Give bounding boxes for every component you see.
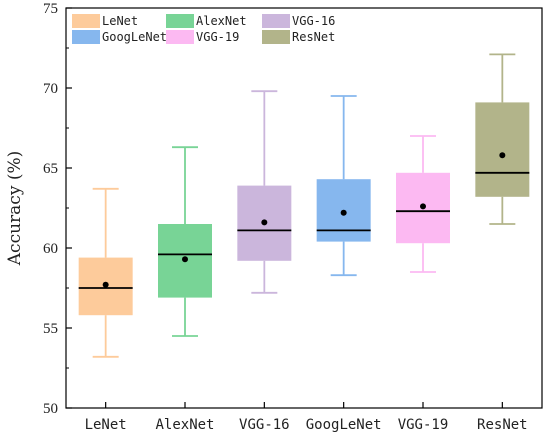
mean-marker <box>499 152 506 159</box>
legend-swatch <box>262 14 290 28</box>
legend-swatch <box>166 14 194 28</box>
box-vgg-19 <box>396 135 450 273</box>
legend-entry-alexnet: AlexNet <box>166 14 247 28</box>
y-tick-label: 70 <box>43 81 58 97</box>
mean-marker <box>261 219 268 226</box>
box-vgg-16 <box>237 90 292 294</box>
x-tick-label: GoogLeNet <box>306 417 382 433</box>
legend-swatch <box>166 30 194 44</box>
legend-label: VGG-16 <box>292 14 335 28</box>
x-tick-label: AlexNet <box>155 417 214 433</box>
axes: 50 55 60 65 70 75 LeNet AlexNet VGG-16 GoogLeNet V… <box>43 1 528 433</box>
box-lenet <box>78 187 133 358</box>
iqr-box <box>475 102 530 197</box>
mean-marker <box>102 281 109 288</box>
legend-label: LeNet <box>102 14 138 28</box>
legend-label: GoogLeNet <box>102 30 167 44</box>
mean-marker <box>420 203 426 210</box>
plot-area <box>78 53 530 358</box>
box-alexnet <box>158 146 212 337</box>
legend-swatch <box>72 14 100 28</box>
x-tick-label: LeNet <box>85 417 127 433</box>
y-axis-label: Accuracy (%) <box>5 151 25 266</box>
y-tick-label: 55 <box>43 321 58 337</box>
y-tick-label: 60 <box>43 241 58 257</box>
legend-swatch <box>262 30 290 44</box>
x-tick-label: VGG-16 <box>239 417 290 433</box>
x-tick-label: VGG-19 <box>398 417 449 433</box>
legend-label: ResNet <box>292 30 335 44</box>
legend-label: VGG-19 <box>196 30 239 44</box>
legend-entry-vgg-19: VGG-19 <box>166 30 239 44</box>
legend-entry-resnet: ResNet <box>262 30 335 44</box>
legend-swatch <box>72 30 100 44</box>
legend-entry-vgg-16: VGG-16 <box>262 14 335 28</box>
legend: LeNet AlexNet VGG-16 GoogLeNet VGG-19 ResNet <box>72 14 335 44</box>
y-tick-label: 75 <box>43 1 58 17</box>
box-googlenet <box>316 95 371 277</box>
x-tick-label: ResNet <box>477 417 528 433</box>
mean-marker <box>340 209 347 216</box>
legend-entry-googlenet: GoogLeNet <box>72 30 167 44</box>
y-tick-label: 50 <box>43 401 58 417</box>
legend-label: AlexNet <box>196 14 247 28</box>
legend-entry-lenet: LeNet <box>72 14 138 28</box>
mean-marker <box>182 256 188 263</box>
box-resnet <box>475 53 530 225</box>
y-tick-label: 65 <box>43 161 58 177</box>
plot-frame <box>65 7 543 409</box>
